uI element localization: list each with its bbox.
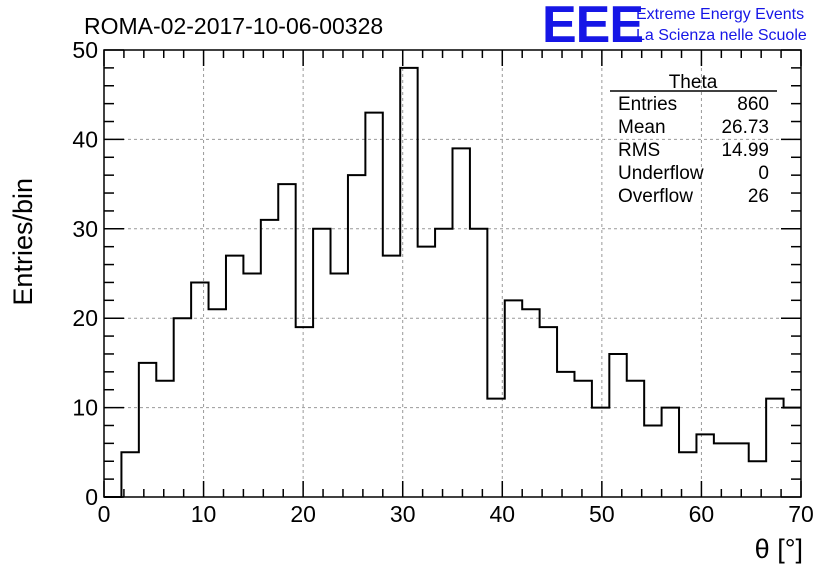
stats-row-label: Overflow xyxy=(618,186,693,207)
stats-row-label: Underflow xyxy=(618,163,704,184)
eee-logo-mark: EEE xyxy=(542,0,643,54)
x-tick-label: 40 xyxy=(489,501,515,527)
histogram-bin xyxy=(156,381,173,497)
histogram-bin xyxy=(522,309,539,497)
histogram-bin xyxy=(365,113,382,497)
histogram-bin xyxy=(662,408,679,497)
histogram-bin xyxy=(627,381,644,497)
y-tick-label: 40 xyxy=(72,126,98,152)
histogram-bin xyxy=(453,148,470,497)
histogram-bin xyxy=(644,425,661,497)
stats-row-label: Mean xyxy=(618,117,666,138)
eee-logo: EEE Extreme Energy Events La Scienza nel… xyxy=(542,0,807,54)
y-tick-labels: 0 10 20 30 40 50 xyxy=(72,37,98,510)
histogram-bin xyxy=(278,184,295,497)
histogram-bin xyxy=(609,354,626,497)
y-tick-label: 10 xyxy=(72,395,98,421)
stats-row-label: Entries xyxy=(618,94,677,115)
y-axis-label: Entries/bin xyxy=(8,178,38,306)
histogram-bin xyxy=(313,229,330,497)
histogram-bin xyxy=(696,434,713,497)
x-tick-label: 60 xyxy=(689,501,715,527)
y-tick-label: 20 xyxy=(72,305,98,331)
histogram-bin xyxy=(766,399,783,497)
stats-title: Theta xyxy=(669,72,718,93)
x-tick-label: 30 xyxy=(390,501,416,527)
histogram-bin xyxy=(470,229,487,497)
histogram-bin xyxy=(139,363,156,497)
grid-lines xyxy=(104,50,801,497)
histogram-bin xyxy=(731,443,748,497)
histogram-outline xyxy=(104,66,801,498)
stats-row-value: 26.73 xyxy=(721,117,769,138)
histogram-bin xyxy=(592,408,609,497)
stats-row-label: RMS xyxy=(618,140,660,161)
stats-row-value: 0 xyxy=(758,163,769,184)
stats-rows: Entries 860 Mean 26.73 RMS 14.99 Underflow 0 Ove… xyxy=(618,94,769,207)
histogram-bin xyxy=(505,300,522,497)
plot-frame xyxy=(103,49,802,498)
histogram-bin xyxy=(714,443,731,497)
histogram-bin xyxy=(243,274,260,498)
histogram-bin xyxy=(331,274,348,498)
x-tick-label: 50 xyxy=(589,501,615,527)
chart-title: ROMA-02-2017-10-06-00328 xyxy=(84,13,383,39)
histogram-bin xyxy=(348,175,365,497)
histogram-bin xyxy=(226,256,243,497)
histogram-bin xyxy=(749,461,766,497)
histogram-bin xyxy=(400,68,417,497)
x-tick-label: 20 xyxy=(290,501,316,527)
y-tick-label: 50 xyxy=(72,37,98,63)
histogram-bin xyxy=(383,256,400,497)
histogram-bin xyxy=(418,247,435,497)
x-axis-label: θ [°] xyxy=(755,534,803,564)
histogram-bins xyxy=(121,68,801,497)
y-tick-label: 0 xyxy=(85,484,98,510)
histogram-bin xyxy=(540,327,557,497)
histogram-bin xyxy=(296,327,313,497)
x-tick-labels: 0 10 20 30 40 50 60 70 xyxy=(98,501,814,527)
histogram-bin xyxy=(557,372,574,497)
histogram-bin xyxy=(209,309,226,497)
x-tick-label: 70 xyxy=(788,501,814,527)
histogram-bin xyxy=(261,220,278,497)
stats-row-value: 14.99 xyxy=(721,140,769,161)
eee-logo-line1: Extreme Energy Events xyxy=(636,6,804,23)
stats-row-value: 860 xyxy=(737,94,769,115)
y-tick-label: 30 xyxy=(72,216,98,242)
histogram-bin xyxy=(435,229,452,497)
x-tick-label: 0 xyxy=(98,501,111,527)
histogram-bin xyxy=(574,381,591,497)
axis-ticks xyxy=(103,49,802,498)
stats-box: Theta Entries 860 Mean 26.73 RMS 14.99 Underfl… xyxy=(610,72,777,207)
eee-logo-line2: La Scienza nelle Scuole xyxy=(636,27,807,44)
stats-row-value: 26 xyxy=(748,186,769,207)
x-tick-label: 10 xyxy=(191,501,217,527)
histogram-bin xyxy=(784,408,801,497)
histogram-bin xyxy=(191,282,208,497)
